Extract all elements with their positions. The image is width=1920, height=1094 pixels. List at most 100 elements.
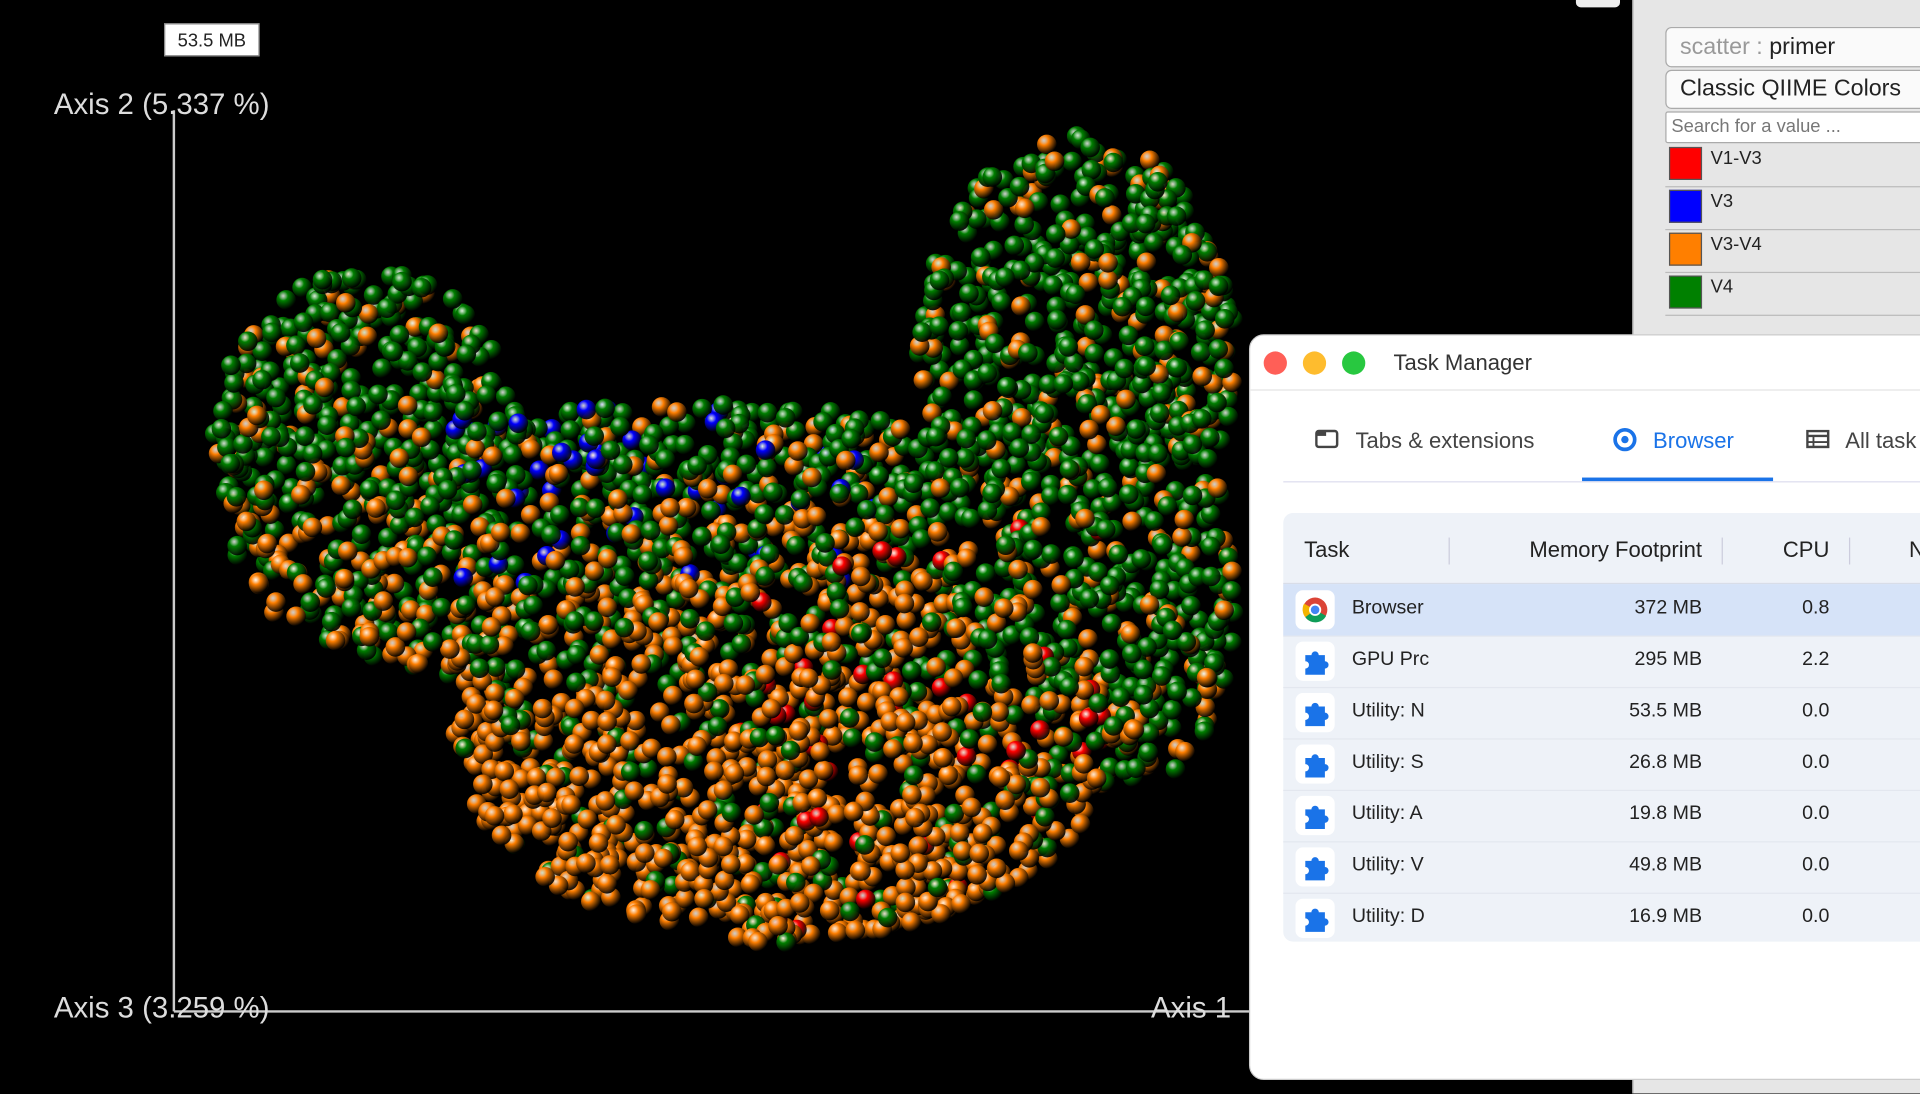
scatter-point <box>810 742 830 762</box>
legend-item[interactable]: V4 <box>1665 272 1920 316</box>
scatter-point <box>1097 477 1118 498</box>
scatter-point <box>903 765 924 786</box>
scatter-point <box>431 597 452 618</box>
scatter-point <box>856 692 877 713</box>
column-header[interactable]: CPU <box>1782 537 1830 563</box>
scatter-point <box>1126 419 1146 439</box>
scatter-point <box>1098 270 1118 290</box>
scatter-point <box>566 644 587 665</box>
legend-item[interactable]: V1-V3 <box>1665 143 1920 188</box>
scatter-point <box>728 553 749 574</box>
scatter-point <box>564 734 584 754</box>
scatter-point <box>1082 479 1103 499</box>
scatter-point <box>417 546 437 567</box>
scatter-point <box>1122 511 1142 532</box>
scatter-point <box>759 792 780 813</box>
scatter-point <box>697 682 718 703</box>
scatter-point <box>956 746 977 767</box>
scatter-point <box>233 434 253 454</box>
window-title: Task Manager <box>1393 350 1532 375</box>
scatter-point <box>1222 632 1242 653</box>
scatter-point <box>470 517 490 537</box>
scatter-point <box>1080 137 1100 158</box>
scatter-point <box>1077 394 1098 414</box>
scatter-point <box>1084 239 1105 259</box>
task-name: Utility: D <box>1351 906 1425 927</box>
task-row[interactable]: Utility: A 19.8 MB 0.0 <box>1283 789 1920 841</box>
column-header[interactable]: Task <box>1304 537 1350 563</box>
scatter-point <box>1120 439 1141 460</box>
tab[interactable]: All task <box>1845 428 1917 454</box>
scatter-point <box>1182 688 1202 708</box>
scatter-point <box>1090 405 1111 425</box>
scatter-point <box>993 598 1014 619</box>
tab[interactable]: Browser <box>1653 428 1734 454</box>
dropdown[interactable]: Classic QIIME Colors <box>1665 69 1920 109</box>
scatter-point <box>564 611 585 631</box>
scatter-point <box>959 283 979 304</box>
scatter-point <box>890 419 911 440</box>
legend-item[interactable]: V3-V4 <box>1665 229 1920 274</box>
scatter-point <box>786 872 806 893</box>
scatter-point <box>989 702 1009 722</box>
scatter-point <box>453 567 474 588</box>
column-header[interactable]: N <box>1909 538 1920 564</box>
column-header[interactable]: Memory Footprint <box>1529 537 1703 563</box>
scatter-point <box>713 395 733 415</box>
scatter-point <box>713 780 734 800</box>
scatter-point <box>1045 224 1066 244</box>
scatter-point <box>991 292 1012 312</box>
legend-swatch <box>1668 189 1703 223</box>
scatter-point <box>949 336 970 356</box>
scatter-point <box>1139 723 1160 743</box>
scatter-point <box>896 877 916 898</box>
task-row[interactable]: Utility: V 49.8 MB 0.0 <box>1283 841 1920 892</box>
scatter-point <box>1195 320 1215 340</box>
scatter-point <box>1165 759 1186 779</box>
scatter-point <box>456 595 476 616</box>
scatter-point <box>921 612 942 632</box>
scatter-point <box>407 337 427 358</box>
scatter-point <box>392 271 412 292</box>
scatter-point <box>526 767 547 788</box>
task-row[interactable]: GPU Prc 295 MB 2.2 <box>1283 635 1920 687</box>
scatter-point <box>520 504 541 525</box>
task-row[interactable]: Utility: N 53.5 MB 0.0 <box>1283 686 1920 738</box>
scatter-point <box>697 478 718 499</box>
task-row[interactable]: Browser 372 MB 0.8 <box>1283 584 1920 636</box>
scatter-point <box>1090 454 1110 474</box>
task-row[interactable]: Utility: S 26.8 MB 0.0 <box>1283 738 1920 789</box>
scatter-point <box>398 466 419 487</box>
scatter-point <box>286 335 306 356</box>
close-button[interactable] <box>1263 351 1287 375</box>
button[interactable] <box>1575 0 1621 8</box>
scatter-point <box>1114 358 1135 379</box>
minimize-button[interactable] <box>1302 351 1327 375</box>
scatter-point <box>976 430 997 451</box>
scatter-point <box>276 290 296 310</box>
zoom-button[interactable] <box>1342 351 1366 375</box>
scatter-point <box>1018 343 1038 363</box>
task-row[interactable]: Utility: D 16.9 MB 0.0 <box>1283 892 1920 944</box>
scatter-point <box>411 277 432 298</box>
scatter-point <box>1162 620 1183 641</box>
scatter-point <box>684 693 704 714</box>
scatter-point <box>336 293 356 313</box>
scatter-point <box>491 825 512 846</box>
scatter-point <box>1043 275 1063 296</box>
scatter-point <box>397 547 418 568</box>
scatter-point <box>872 648 893 669</box>
tab[interactable]: Tabs & extensions <box>1355 428 1535 454</box>
scatter-point <box>485 587 505 607</box>
scatter-point <box>809 807 829 827</box>
scatter-point <box>1190 342 1211 362</box>
scatter-point <box>735 853 756 874</box>
memory-value: 26.8 MB <box>1629 751 1703 773</box>
legend-item[interactable]: V3 <box>1665 186 1920 231</box>
search-input[interactable]: Search for a value ... <box>1665 111 1920 144</box>
scatter-point <box>697 800 718 820</box>
dropdown[interactable]: scatter : primer <box>1665 26 1920 68</box>
scatter-point <box>1120 624 1141 644</box>
row-divider <box>1283 841 1920 843</box>
scatter-point <box>437 480 458 500</box>
